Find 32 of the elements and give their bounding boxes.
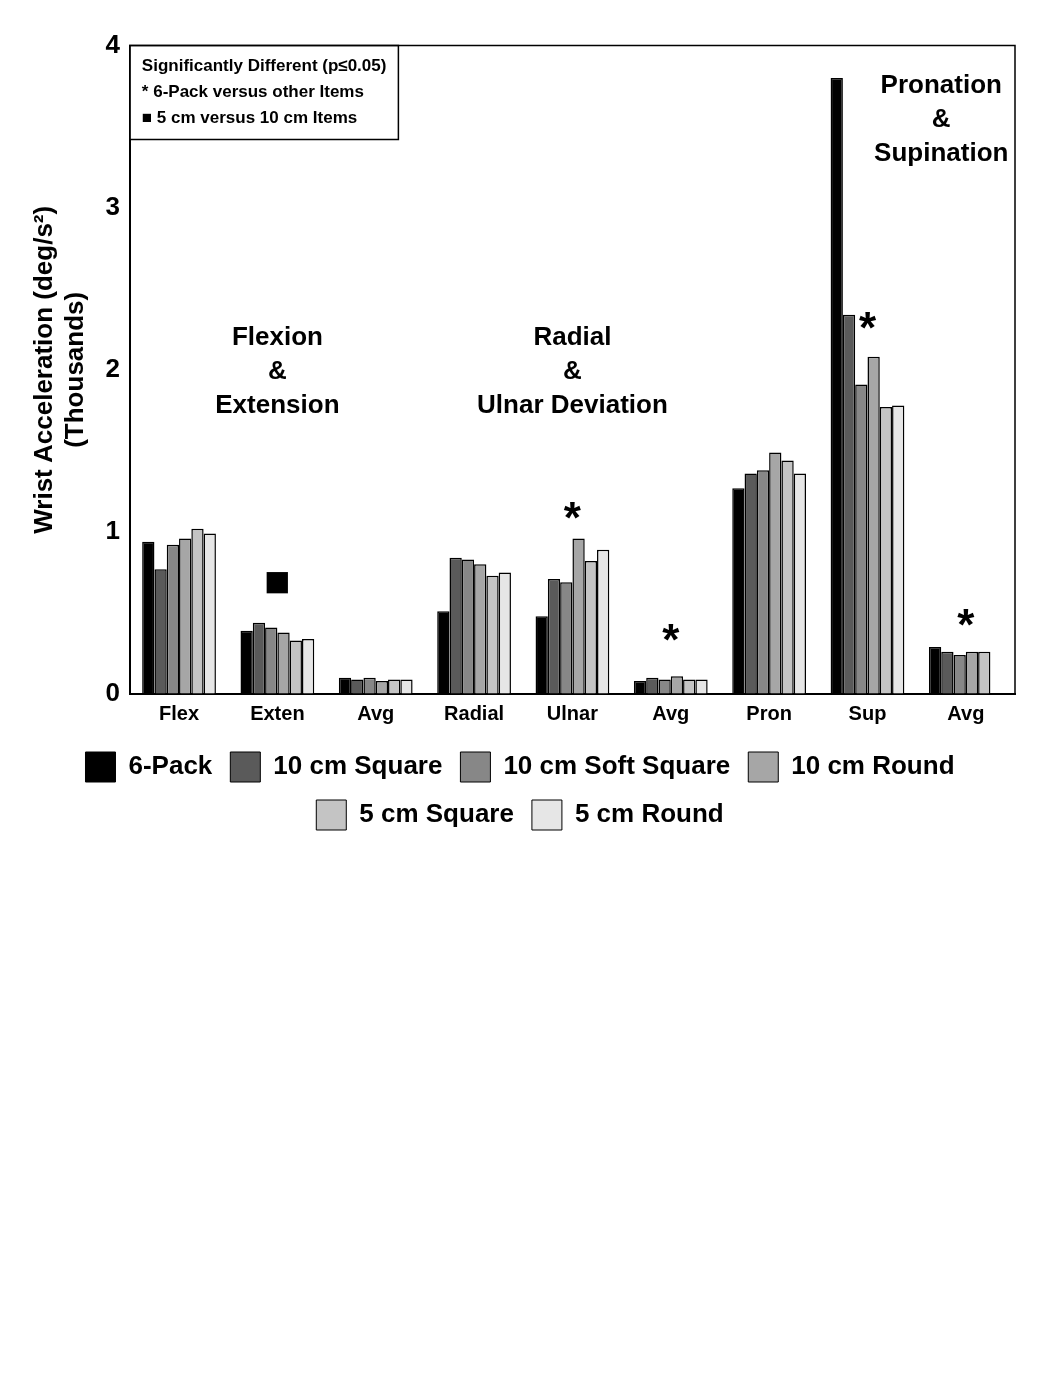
y-axis-title: Wrist Acceleration (deg/s²) (Thousands) (27, 205, 89, 534)
legend-label: 6-Pack (128, 750, 213, 781)
x-tick-label: Pron (746, 701, 792, 724)
x-tick-label: Avg (357, 701, 395, 724)
y-tick-label: 3 (105, 190, 120, 221)
legend-label: 10 cm Round (791, 750, 955, 781)
legend-label: 10 cm Soft Square (503, 750, 731, 781)
annotation: Flexion & Extension (215, 320, 340, 419)
annotation: * 6-Pack versus other Items (141, 82, 364, 102)
y-tick-label: 4 (105, 28, 121, 59)
x-tick-label: Sup (848, 701, 887, 724)
y-tick-label: 0 (105, 677, 120, 708)
annotation: Significantly Different (p≤0.05) (141, 56, 387, 76)
y-tick-label: 1 (105, 515, 120, 546)
x-tick-label: Flex (159, 701, 200, 724)
x-tick-label: Exten (250, 701, 305, 724)
y-tick-label: 2 (105, 352, 120, 383)
annotation: * (563, 492, 582, 542)
annotation: * (858, 303, 877, 353)
legend-label: 10 cm Square (273, 750, 443, 781)
x-tick-label: Radial (444, 701, 505, 724)
legend-label: 5 cm Square (359, 798, 514, 829)
x-tick-label: Avg (652, 701, 690, 724)
annotation: * (662, 614, 681, 664)
annotation: * (957, 599, 976, 649)
legend-label: 5 cm Round (574, 798, 724, 829)
x-tick-label: Ulnar (546, 701, 599, 724)
annotation: ■ (264, 555, 291, 605)
annotation: Pronation & Supination (874, 69, 1009, 168)
annotation: Radial & Ulnar Deviation (477, 320, 668, 419)
x-tick-label: Avg (947, 701, 985, 724)
annotation: ■ 5 cm versus 10 cm Items (141, 108, 358, 128)
